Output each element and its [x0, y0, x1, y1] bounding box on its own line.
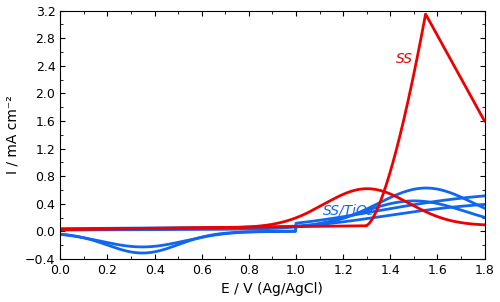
- X-axis label: E / V (Ag/AgCl): E / V (Ag/AgCl): [222, 282, 324, 297]
- Text: SS/TiO₂: SS/TiO₂: [324, 203, 374, 217]
- Y-axis label: I / mA cm⁻²: I / mA cm⁻²: [6, 95, 20, 174]
- Text: SS: SS: [396, 52, 412, 66]
